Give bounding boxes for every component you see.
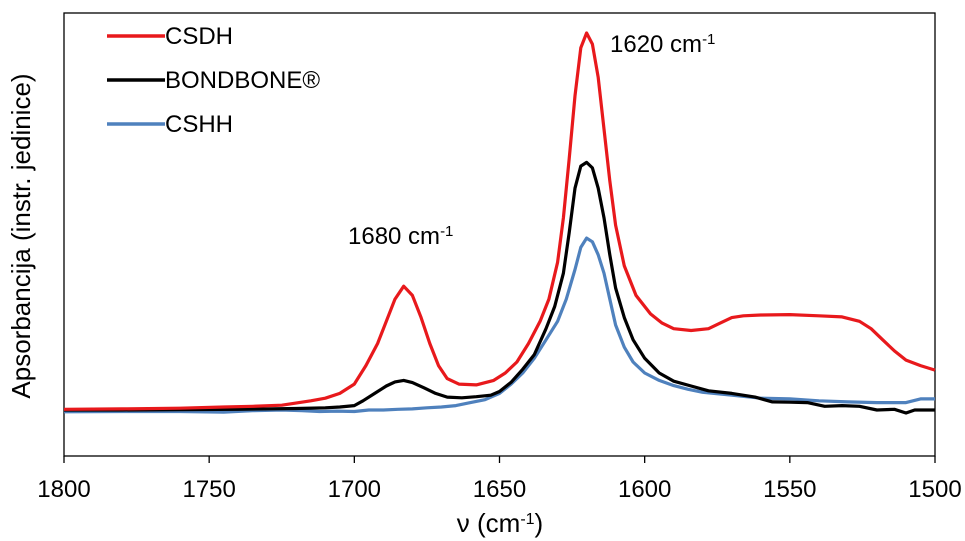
x-axis-title-sup: -1 xyxy=(520,511,534,528)
y-axis-title: Apsorbancija (instr. jedinice) xyxy=(6,73,36,398)
annotation-peak-1620: 1620 cm-1 xyxy=(610,31,715,59)
series-line-cshh xyxy=(63,236,935,414)
x-tick-label: 1500 xyxy=(908,476,961,503)
legend-label: CSDH xyxy=(165,23,233,50)
x-axis-title: ν (cm-1) xyxy=(457,508,543,538)
annotation-sup: -1 xyxy=(702,31,715,48)
legend: CSDH BONDBONE® CSHH xyxy=(107,23,320,138)
annotation-text: 1680 cm xyxy=(348,223,440,250)
x-tick-label: 1600 xyxy=(618,476,671,503)
series-line-bondbone xyxy=(64,160,935,415)
x-axis-title-main: ν (cm xyxy=(457,508,521,538)
x-tick-label: 1650 xyxy=(473,476,526,503)
legend-label: BONDBONE® xyxy=(165,67,320,94)
series-line-csdh xyxy=(63,31,936,411)
annotation-text: 1620 cm xyxy=(610,31,702,58)
x-tick-label: 1550 xyxy=(763,476,816,503)
x-tick-label: 1750 xyxy=(182,476,235,503)
x-tick-label: 1800 xyxy=(37,476,90,503)
x-tick-label: 1700 xyxy=(328,476,381,503)
x-axis-title-end: ) xyxy=(535,508,544,538)
series-layer xyxy=(63,31,936,415)
annotation-peak-1680: 1680 cm-1 xyxy=(348,223,453,251)
x-axis-ticks: 1800 1750 1700 1650 1600 1550 1500 xyxy=(37,456,962,503)
legend-label: CSHH xyxy=(165,111,233,138)
annotation-sup: -1 xyxy=(440,223,453,240)
